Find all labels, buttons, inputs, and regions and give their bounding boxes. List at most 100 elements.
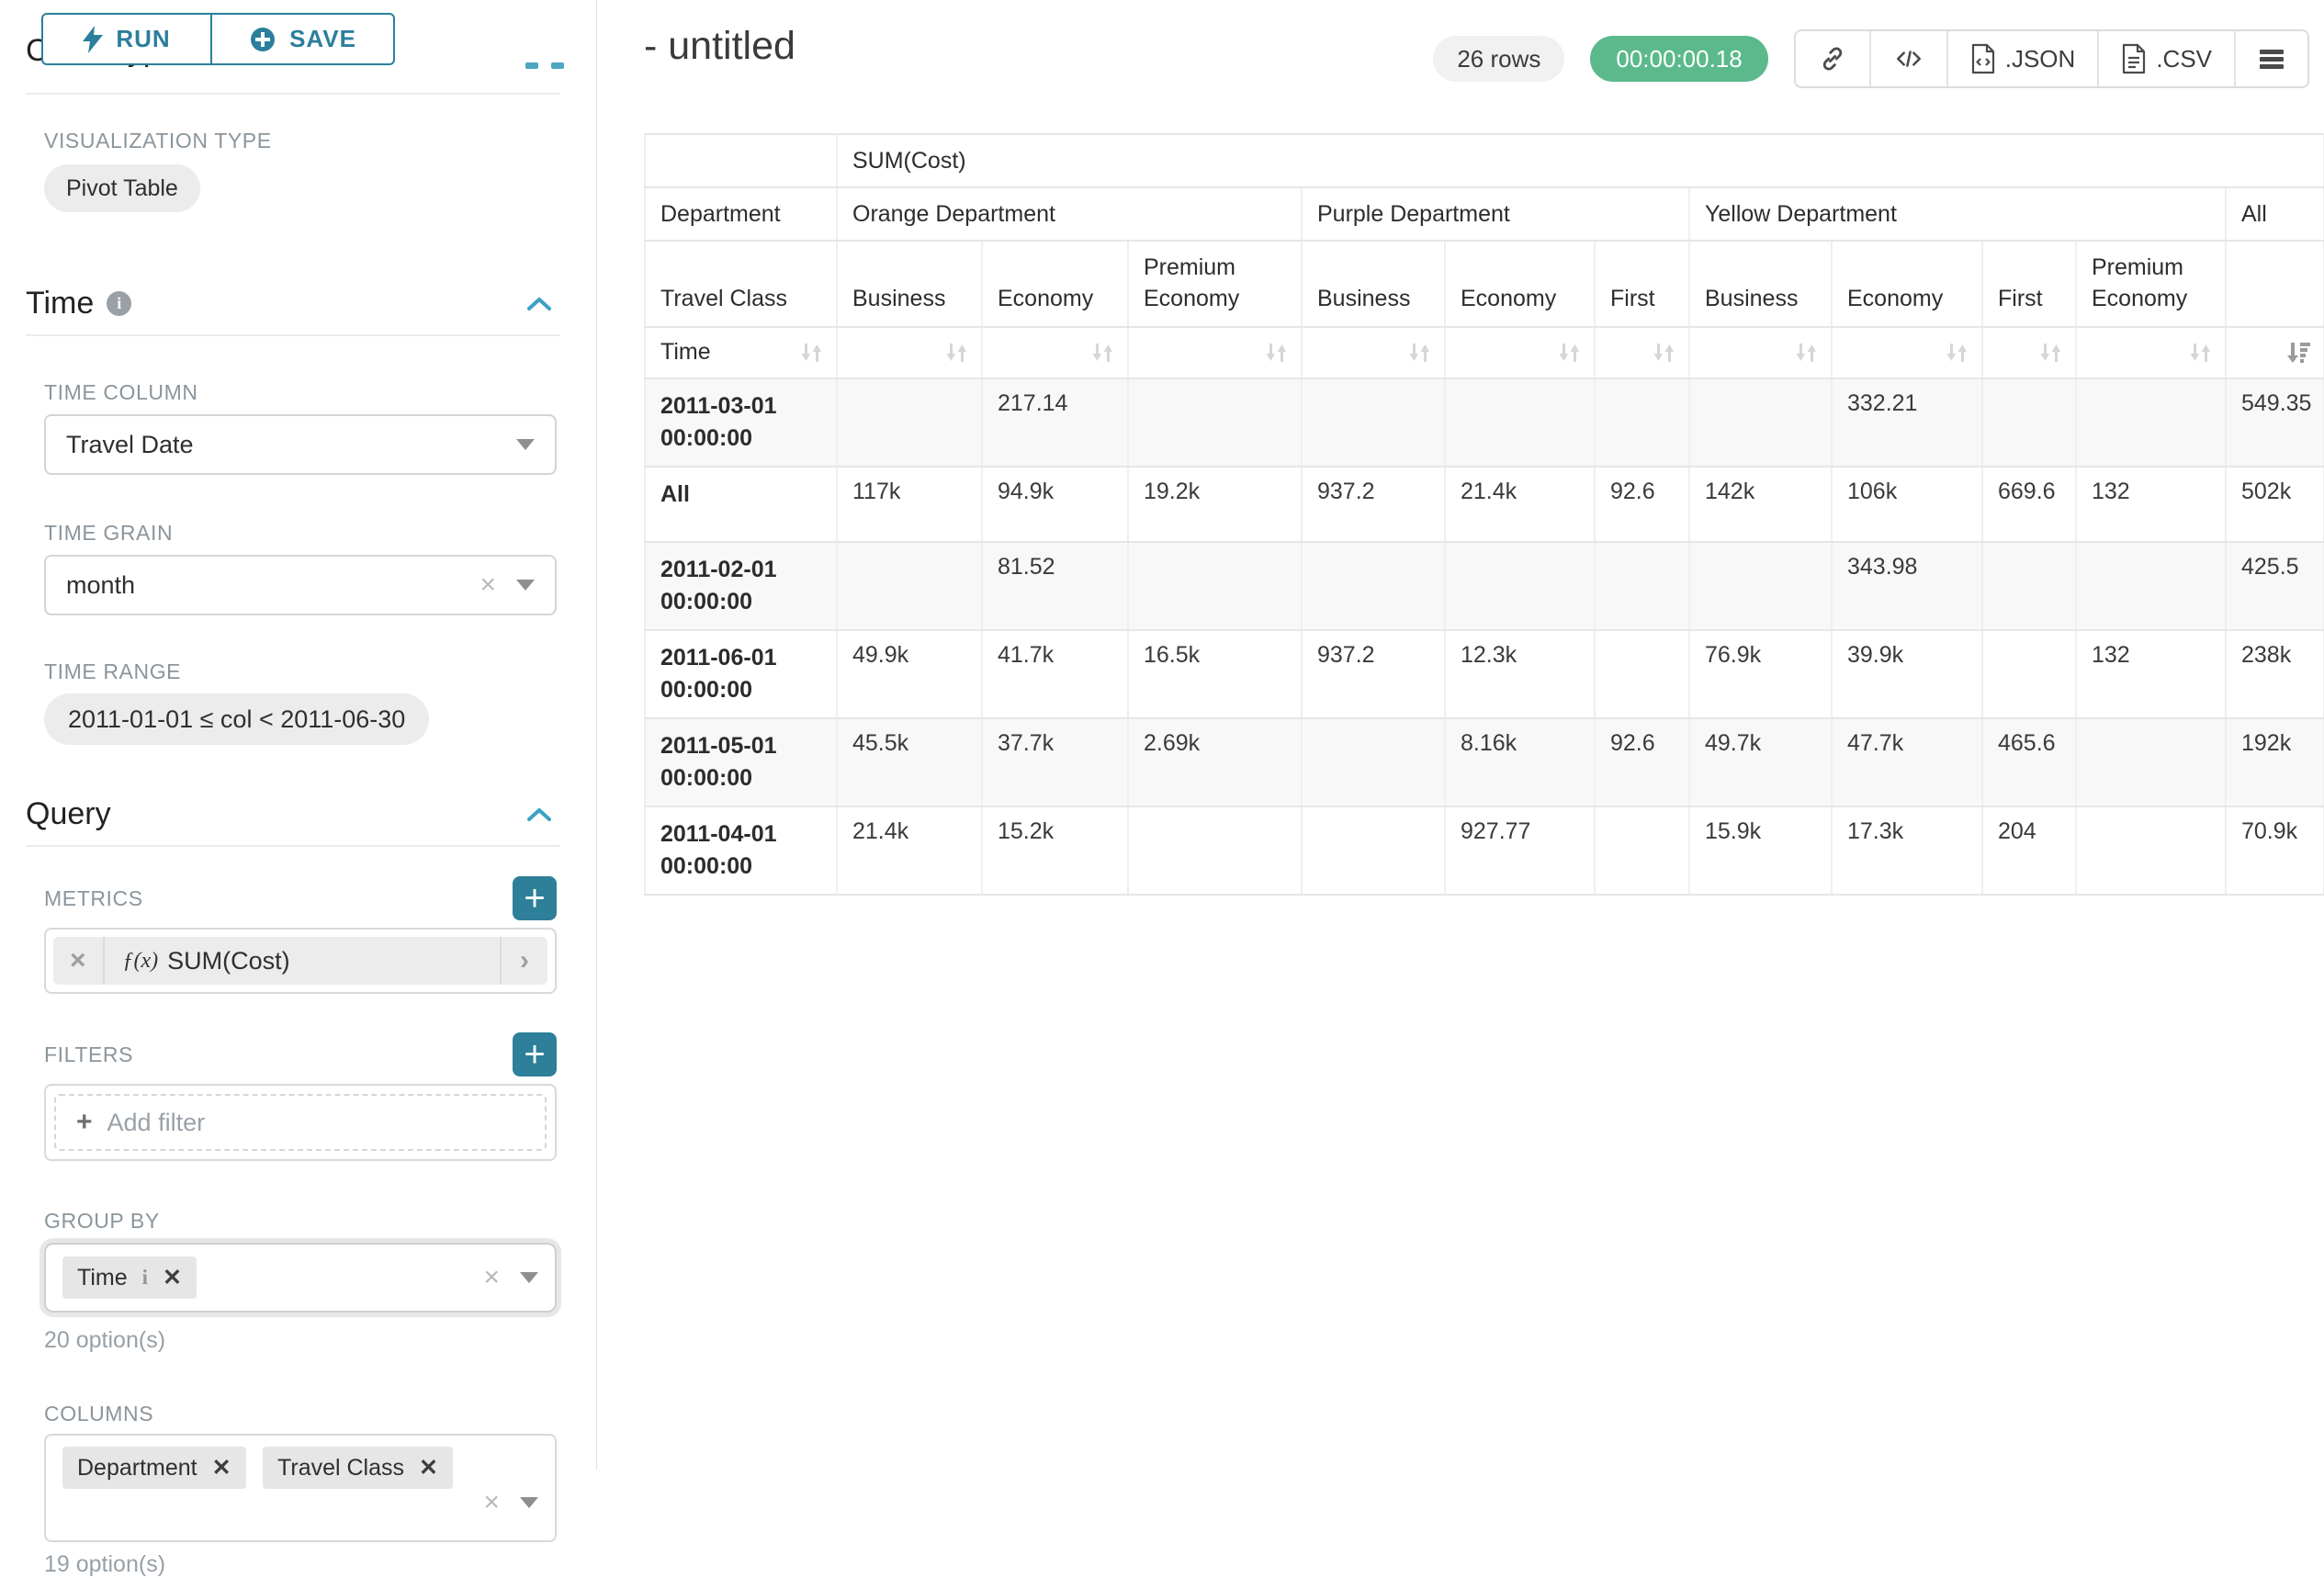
time-column-select[interactable]: Travel Date: [44, 414, 557, 475]
chevron-up-icon[interactable]: [525, 806, 553, 823]
column-sort-header-active[interactable]: [2224, 325, 2324, 379]
chevron-up-icon[interactable]: [525, 296, 553, 312]
cell: [1127, 805, 1303, 896]
column-sort-header[interactable]: [1831, 325, 1983, 379]
time-section-header[interactable]: Time i: [26, 286, 560, 321]
cell: 669.6: [1981, 465, 2077, 543]
columns-label: COLUMNS: [44, 1402, 154, 1426]
column-sort-header[interactable]: [981, 325, 1129, 379]
row-label: 2011-05-01 00:00:00: [644, 716, 838, 807]
column-sort-header[interactable]: [2075, 325, 2227, 379]
sort-icon[interactable]: [1262, 339, 1290, 366]
row-label: 2011-02-01 00:00:00: [644, 540, 838, 631]
column-sort-header[interactable]: [836, 325, 983, 379]
sort-icon[interactable]: [1089, 339, 1116, 366]
chevron-right-icon[interactable]: ›: [500, 937, 547, 985]
viz-type-pill[interactable]: Pivot Table: [44, 164, 200, 212]
sort-icon[interactable]: [1943, 339, 1970, 366]
save-button[interactable]: SAVE: [211, 13, 395, 65]
sort-icon[interactable]: [2186, 339, 2214, 366]
cell: 343.98: [1831, 540, 1983, 631]
add-filter-button[interactable]: + Add filter: [54, 1094, 547, 1151]
chevron-down-icon: [516, 439, 535, 450]
remove-metric-icon[interactable]: ×: [53, 937, 105, 985]
cell: [1301, 377, 1446, 468]
cell: [2075, 805, 2227, 896]
metric-pill[interactable]: × ƒ(x) SUM(Cost) ›: [53, 937, 547, 985]
cell: 465.6: [1981, 716, 2077, 807]
cell: 94.9k: [981, 465, 1129, 543]
travel-class-header: First: [1981, 240, 2077, 328]
chevron-down-icon: [516, 580, 535, 591]
time-range-pill[interactable]: 2011-01-01 ≤ col < 2011-06-30: [44, 693, 430, 745]
column-sort-header[interactable]: [1688, 325, 1833, 379]
add-filter-plus-button[interactable]: +: [513, 1032, 557, 1076]
columns-tag[interactable]: Department ✕: [62, 1447, 246, 1489]
cell: [1688, 540, 1833, 631]
cell: 12.3k: [1444, 628, 1596, 719]
link-icon: [1822, 47, 1842, 71]
view-query-button[interactable]: [1871, 31, 1948, 86]
chart-panel: - untitled 26 rows 00:00:00.18: [598, 0, 2324, 1470]
query-section-header[interactable]: Query: [26, 796, 560, 832]
columns-tag-label: Department: [77, 1454, 197, 1481]
sort-descending-icon[interactable]: [2285, 339, 2312, 366]
time-grain-value: month: [66, 570, 136, 599]
cell: 15.2k: [981, 805, 1129, 896]
clear-icon[interactable]: ×: [483, 1487, 500, 1517]
clear-icon[interactable]: ×: [479, 569, 496, 600]
group-by-tag[interactable]: Time i ✕: [62, 1257, 197, 1299]
add-filter-label: Add filter: [107, 1108, 206, 1136]
cell: 39.9k: [1831, 628, 1983, 719]
sort-header-row: Time: [644, 325, 2324, 379]
columns-tag[interactable]: Travel Class ✕: [263, 1447, 453, 1489]
columns-select[interactable]: Department ✕ Travel Class ✕ ×: [44, 1434, 557, 1542]
remove-tag-icon[interactable]: ✕: [163, 1265, 182, 1291]
sort-icon[interactable]: [797, 339, 825, 366]
run-button[interactable]: RUN: [41, 13, 211, 65]
sort-icon[interactable]: [1555, 339, 1583, 366]
chart-title[interactable]: - untitled: [644, 24, 795, 68]
remove-tag-icon[interactable]: ✕: [419, 1455, 438, 1481]
sort-icon[interactable]: [942, 339, 970, 366]
travel-class-header: First: [1594, 240, 1690, 328]
info-icon: i: [107, 291, 132, 316]
travel-class-header: Economy: [1831, 240, 1983, 328]
column-sort-header[interactable]: [1301, 325, 1446, 379]
remove-tag-icon[interactable]: ✕: [211, 1455, 231, 1481]
cell: [2075, 377, 2227, 468]
more-options-button[interactable]: [2236, 31, 2307, 86]
cell: 45.5k: [836, 716, 983, 807]
sort-icon[interactable]: [1792, 339, 1820, 366]
chevron-down-icon: [520, 1272, 538, 1283]
group-by-label: GROUP BY: [44, 1209, 160, 1233]
run-save-button-group: RUN SAVE: [41, 13, 395, 65]
sort-icon[interactable]: [1405, 339, 1433, 366]
column-sort-header[interactable]: [1444, 325, 1596, 379]
run-button-label: RUN: [116, 25, 171, 52]
clear-icon[interactable]: ×: [483, 1262, 500, 1292]
export-csv-button[interactable]: .CSV: [2099, 31, 2236, 86]
export-json-button[interactable]: .JSON: [1948, 31, 2100, 86]
group-by-select[interactable]: Time i ✕ ×: [44, 1243, 557, 1313]
time-column-value: Travel Date: [66, 430, 194, 458]
plus-icon: +: [76, 1107, 93, 1137]
travel-class-header: Economy: [981, 240, 1129, 328]
cell: 332.21: [1831, 377, 1983, 468]
add-metric-button[interactable]: +: [513, 876, 557, 920]
column-sort-header[interactable]: [1127, 325, 1303, 379]
time-sort-header[interactable]: Time: [644, 325, 838, 379]
time-grain-label: TIME GRAIN: [44, 521, 174, 545]
column-sort-header[interactable]: [1594, 325, 1690, 379]
cell: [1301, 805, 1446, 896]
sort-icon[interactable]: [2036, 339, 2064, 366]
cell: [1594, 628, 1690, 719]
file-code-icon: [1971, 43, 1994, 74]
time-grain-select[interactable]: month ×: [44, 555, 557, 615]
share-link-button[interactable]: [1796, 31, 1871, 86]
travel-class-header: Business: [1688, 240, 1833, 328]
cell: 549.35: [2224, 377, 2324, 468]
cell: 132: [2075, 628, 2227, 719]
column-sort-header[interactable]: [1981, 325, 2077, 379]
sort-icon[interactable]: [1650, 339, 1677, 366]
